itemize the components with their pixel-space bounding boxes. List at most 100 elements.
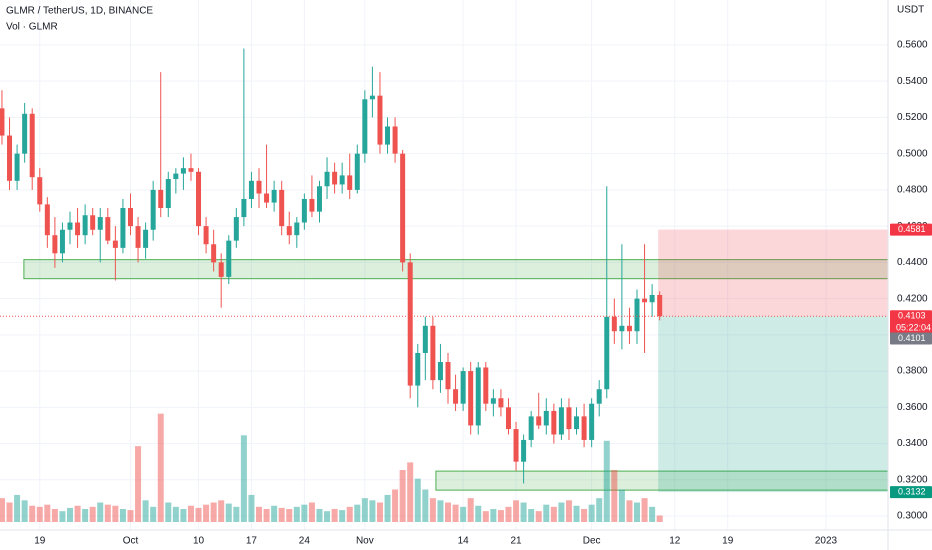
volume-bar — [180, 509, 187, 522]
candle-body — [377, 95, 383, 145]
candle-body — [211, 244, 217, 263]
candle-body — [589, 403, 595, 440]
candle-body — [286, 226, 292, 236]
volume-bar — [339, 510, 346, 522]
candle-body — [626, 325, 632, 332]
volume-bar — [308, 502, 315, 522]
volume-bar — [558, 502, 565, 522]
candle-body — [422, 325, 428, 353]
volume-bar — [29, 505, 36, 522]
x-tick-label: 19 — [722, 536, 734, 547]
countdown: 05:22:04 — [896, 323, 931, 333]
price-tag-label: 0.4103 — [898, 311, 926, 321]
candle-body — [75, 222, 81, 236]
x-tick-label: 24 — [299, 536, 311, 547]
candle-body — [536, 416, 542, 426]
candle-body — [354, 153, 360, 190]
volume-bar — [112, 505, 119, 522]
volume-bar — [331, 509, 338, 522]
volume-bar — [399, 470, 406, 522]
candle-body — [203, 226, 209, 245]
candle-body — [657, 294, 663, 317]
candle-body — [44, 204, 50, 236]
volume-bar — [460, 506, 467, 522]
volume-bar — [165, 502, 172, 522]
volume-bar — [324, 511, 331, 522]
x-tick-label: 17 — [246, 536, 258, 547]
volume-bar — [256, 506, 263, 522]
y-tick-label: 0.5200 — [897, 112, 928, 123]
candle-body — [143, 229, 149, 248]
candle-body — [611, 316, 617, 332]
volume-bar — [271, 505, 278, 522]
volume-bar — [127, 510, 134, 522]
volume-bar — [203, 504, 210, 522]
candle-body — [574, 416, 580, 430]
volume-bar — [634, 502, 641, 522]
candle-body — [316, 186, 322, 212]
x-tick-label: Nov — [356, 536, 374, 547]
candle-body — [558, 407, 564, 435]
volume-bar — [82, 509, 89, 522]
volume-bar — [301, 504, 308, 522]
candle-body — [82, 215, 88, 236]
volume-bar — [376, 502, 383, 522]
y-tick-label: 0.3200 — [897, 474, 928, 485]
symbol-title[interactable]: GLMR / TetherUS, 1D, BINANCE — [6, 6, 153, 17]
y-tick-label: 0.3600 — [897, 402, 928, 413]
volume-bar — [422, 489, 429, 522]
candle-body — [566, 407, 572, 430]
candle-body — [634, 298, 640, 332]
volume-bar — [97, 502, 104, 522]
candle-body — [301, 198, 307, 223]
volume-bar — [67, 507, 74, 522]
x-tick-label: Dec — [583, 536, 601, 547]
y-tick-label: 0.4200 — [897, 293, 928, 304]
volume-bar — [611, 470, 618, 522]
price-tag — [890, 486, 932, 499]
candle-body — [264, 193, 270, 203]
candle-body — [430, 325, 436, 381]
volume-bar — [437, 500, 444, 522]
volume-bar — [286, 509, 293, 522]
candle-body — [551, 410, 557, 435]
volume-bar — [414, 478, 421, 522]
y-tick-label: 0.3000 — [897, 511, 928, 522]
candle-body — [14, 153, 20, 181]
volume-bar — [588, 504, 595, 522]
candle-body — [7, 135, 13, 181]
target-area — [658, 316, 888, 493]
candle-body — [347, 175, 353, 190]
stop-area — [658, 229, 888, 317]
candle-body — [604, 316, 610, 390]
candle-body — [339, 175, 345, 185]
y-tick-label: 0.4400 — [897, 257, 928, 268]
candle-body — [490, 398, 496, 404]
volume-legend[interactable]: Vol · GLMR — [6, 22, 58, 33]
candle-body — [112, 240, 118, 248]
candle-body — [543, 410, 549, 426]
volume-bar — [596, 498, 603, 522]
volume-bar — [157, 413, 164, 522]
candle-body — [127, 208, 133, 227]
volume-bar — [316, 509, 323, 522]
volume-bar — [618, 489, 625, 522]
volume-bar — [490, 509, 497, 522]
candle-body — [173, 173, 179, 180]
volume-bar — [187, 505, 194, 522]
volume-bar — [482, 511, 489, 522]
candle-body — [22, 113, 28, 154]
volume-bar — [0, 498, 5, 522]
volume-bar — [346, 506, 353, 522]
candle-body — [513, 429, 519, 462]
volume-bar — [14, 494, 21, 522]
volume-bar — [603, 440, 610, 522]
candle-body — [475, 367, 481, 426]
volume-bar — [195, 507, 202, 522]
volume-bar — [649, 506, 656, 522]
candle-body — [505, 407, 511, 430]
volume-bar — [445, 502, 452, 522]
candle-body — [460, 371, 466, 404]
x-tick-label: 10 — [193, 536, 205, 547]
